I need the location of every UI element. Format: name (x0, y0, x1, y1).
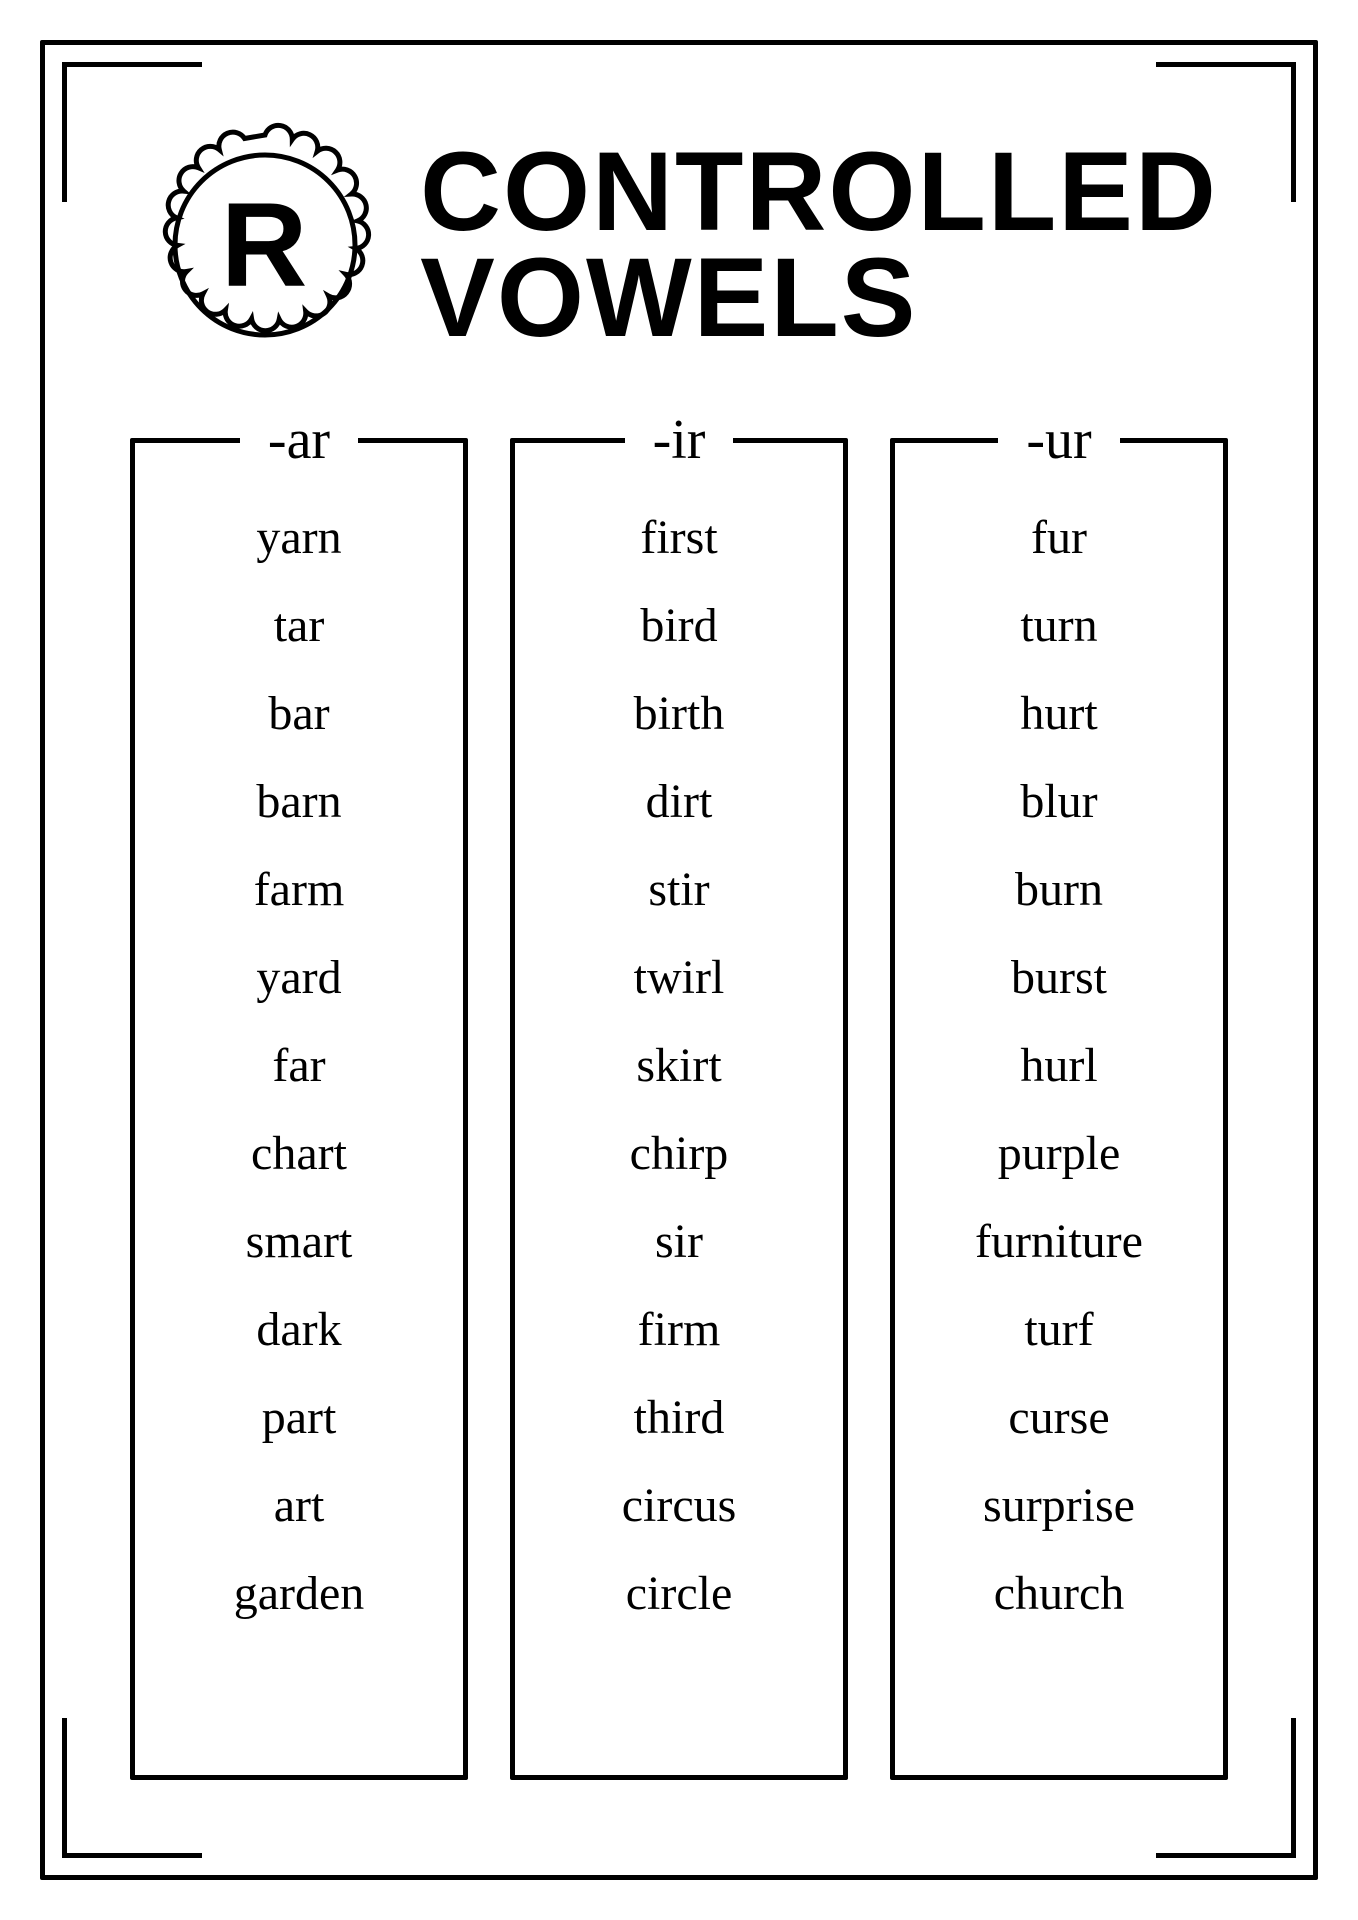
word-item: birth (634, 690, 725, 738)
word-item: turf (1024, 1306, 1093, 1354)
word-item: burst (1011, 954, 1107, 1002)
word-item: yarn (256, 514, 341, 562)
word-list-ir: first bird birth dirt stir twirl skirt c… (622, 490, 737, 1658)
word-item: bar (268, 690, 329, 738)
word-item: garden (234, 1570, 365, 1618)
word-item: farm (254, 866, 345, 914)
word-item: twirl (634, 954, 725, 1002)
heading-line-1: CONTROLLED (420, 139, 1218, 245)
word-item: firm (638, 1306, 721, 1354)
word-item: barn (256, 778, 341, 826)
page-heading: R CONTROLLED VOWELS (140, 120, 1218, 370)
word-item: art (274, 1482, 325, 1530)
word-item: dirt (646, 778, 713, 826)
word-item: fur (1031, 514, 1087, 562)
scallop-badge: R (140, 120, 390, 370)
columns-container: -ar yarn tar bar barn farm yard far char… (130, 408, 1228, 1780)
worksheet-page: R CONTROLLED VOWELS -ar yarn tar bar bar… (0, 0, 1358, 1920)
word-item: blur (1020, 778, 1097, 826)
word-item: dark (256, 1306, 341, 1354)
word-item: church (994, 1570, 1125, 1618)
word-item: tar (274, 602, 325, 650)
heading-text: CONTROLLED VOWELS (420, 139, 1218, 352)
column-ur: -ur fur turn hurt blur burn burst hurl p… (890, 408, 1228, 1780)
word-item: circus (622, 1482, 737, 1530)
word-item: sir (655, 1218, 703, 1266)
badge-letter: R (140, 120, 390, 370)
word-item: part (262, 1394, 337, 1442)
word-list-ur: fur turn hurt blur burn burst hurl purpl… (975, 490, 1143, 1658)
column-header: -ir (625, 408, 734, 472)
column-ar: -ar yarn tar bar barn farm yard far char… (130, 408, 468, 1780)
word-item: smart (246, 1218, 353, 1266)
word-item: curse (1008, 1394, 1109, 1442)
word-item: chirp (630, 1130, 729, 1178)
word-item: bird (640, 602, 717, 650)
word-item: chart (251, 1130, 347, 1178)
word-item: far (272, 1042, 325, 1090)
content-area: R CONTROLLED VOWELS -ar yarn tar bar bar… (50, 50, 1308, 1870)
word-item: hurt (1020, 690, 1097, 738)
word-item: hurl (1020, 1042, 1097, 1090)
word-item: yard (256, 954, 341, 1002)
heading-line-2: VOWELS (420, 245, 1218, 351)
column-ir: -ir first bird birth dirt stir twirl ski… (510, 408, 848, 1780)
word-item: furniture (975, 1218, 1143, 1266)
word-item: circle (626, 1570, 733, 1618)
word-item: purple (998, 1130, 1121, 1178)
word-item: turn (1020, 602, 1097, 650)
column-header: -ar (240, 408, 358, 472)
word-item: first (640, 514, 717, 562)
column-header: -ur (998, 408, 1119, 472)
word-item: third (634, 1394, 725, 1442)
word-item: stir (648, 866, 709, 914)
word-item: skirt (636, 1042, 721, 1090)
word-item: burn (1015, 866, 1103, 914)
word-item: surprise (983, 1482, 1135, 1530)
word-list-ar: yarn tar bar barn farm yard far chart sm… (234, 490, 365, 1658)
